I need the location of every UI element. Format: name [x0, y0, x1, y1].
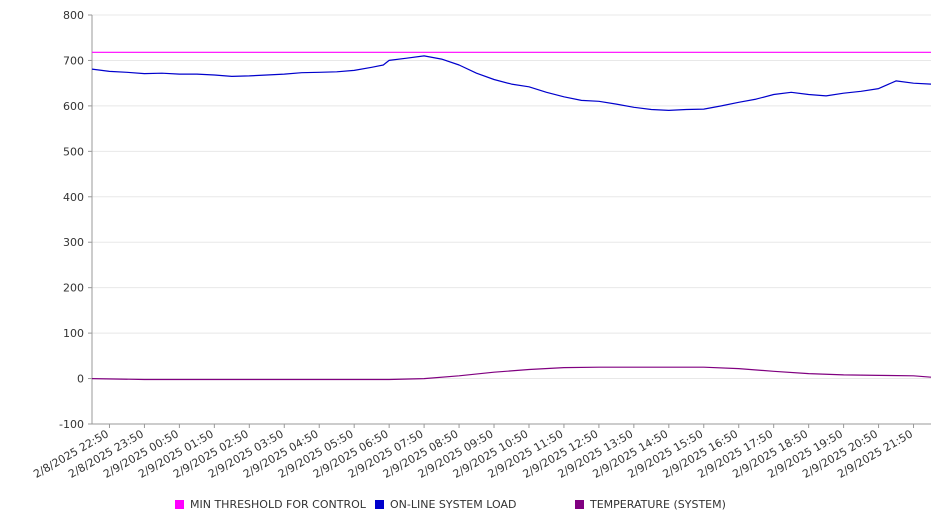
legend-item-min-threshold[interactable]: MIN THRESHOLD FOR CONTROL — [175, 498, 366, 511]
series-lines — [91, 51, 932, 381]
y-tick-label: 400 — [63, 191, 84, 204]
legend-label-min-threshold: MIN THRESHOLD FOR CONTROL — [190, 498, 366, 511]
legend: MIN THRESHOLD FOR CONTROL ON-LINE SYSTEM… — [0, 498, 946, 514]
axes — [91, 15, 931, 425]
series-line-1 — [91, 55, 932, 112]
y-tick-label: 600 — [63, 100, 84, 113]
y-axis-ticks: -100 0 100 200 300 400 500 600 700 800 — [59, 9, 92, 431]
y-tick-label: -100 — [59, 418, 84, 431]
legend-label-system-load: ON-LINE SYSTEM LOAD — [390, 498, 517, 511]
y-tick-label: 100 — [63, 327, 84, 340]
legend-item-system-load[interactable]: ON-LINE SYSTEM LOAD — [375, 498, 516, 511]
legend-label-temperature: TEMPERATURE (SYSTEM) — [590, 498, 726, 511]
series-line-2 — [91, 366, 932, 381]
y-tick-label: 700 — [63, 54, 84, 67]
y-tick-label: 300 — [63, 236, 84, 249]
legend-swatch-system-load — [375, 500, 384, 509]
legend-swatch-min-threshold — [175, 500, 184, 509]
legend-item-temperature[interactable]: TEMPERATURE (SYSTEM) — [575, 498, 726, 511]
y-tick-label: 200 — [63, 282, 84, 295]
x-axis-ticks: 2/8/2025 22:502/8/2025 23:502/9/2025 00:… — [31, 424, 915, 481]
y-tick-label: 0 — [77, 373, 84, 386]
y-tick-label: 800 — [63, 9, 84, 22]
y-tick-label: 500 — [63, 145, 84, 158]
legend-swatch-temperature — [575, 500, 584, 509]
grid-lines — [92, 14, 931, 425]
